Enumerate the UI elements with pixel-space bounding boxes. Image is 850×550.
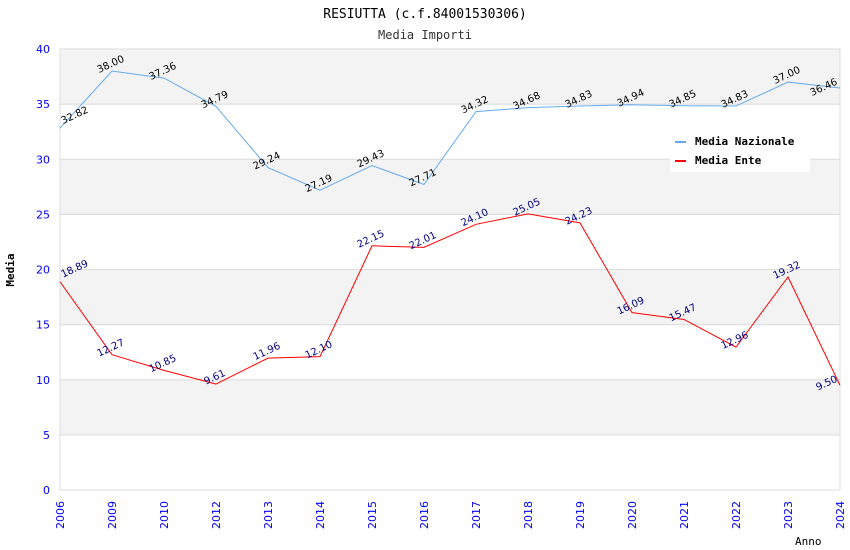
legend-label-nazionale: Media Nazionale xyxy=(695,135,795,148)
x-tick-label: 2018 xyxy=(522,501,535,529)
series-line-0 xyxy=(59,70,841,191)
x-tick-label: 2014 xyxy=(314,501,327,529)
grid-band xyxy=(59,324,841,381)
x-tick-label: 2023 xyxy=(782,501,795,529)
y-tick-label: 40 xyxy=(36,43,50,56)
y-tick-label: 20 xyxy=(36,264,50,277)
x-tick-label: 2022 xyxy=(730,501,743,529)
y-tick-label: 5 xyxy=(43,429,50,442)
y-tick-label: 10 xyxy=(36,374,50,387)
y-tick-label: 15 xyxy=(36,319,50,332)
grid-band xyxy=(59,269,841,326)
y-tick-label: 0 xyxy=(43,484,50,497)
x-tick-label: 2012 xyxy=(210,501,223,529)
x-tick-label: 2017 xyxy=(470,501,483,529)
x-tick-label: 2006 xyxy=(54,501,67,529)
y-axis-label: Media xyxy=(4,253,17,286)
legend: Media Nazionale Media Ente xyxy=(670,130,810,172)
series-line-1 xyxy=(59,213,841,386)
x-tick-label: 2010 xyxy=(158,501,171,529)
x-tick-label: 2015 xyxy=(366,501,379,529)
x-tick-label: 2019 xyxy=(574,501,587,529)
grid-band xyxy=(59,379,841,436)
legend-label-ente: Media Ente xyxy=(695,154,762,167)
x-tick-label: 2020 xyxy=(626,501,639,529)
chart-title: RESIUTTA (c.f.84001530306) xyxy=(323,7,527,22)
x-tick-label: 2024 xyxy=(834,501,847,529)
x-tick-label: 2009 xyxy=(106,501,119,529)
x-tick-label: 2021 xyxy=(678,501,691,529)
y-tick-label: 30 xyxy=(36,153,50,166)
x-tick-label: 2013 xyxy=(262,501,275,529)
y-tick-label: 35 xyxy=(36,98,50,111)
x-tick-label: 2016 xyxy=(418,501,431,529)
grid-band xyxy=(59,434,841,491)
chart-subtitle: Media Importi xyxy=(378,28,472,42)
x-axis-label: Anno xyxy=(795,535,822,548)
grid-band xyxy=(59,213,841,270)
grid-band xyxy=(59,48,841,105)
y-tick-label: 25 xyxy=(36,208,50,221)
